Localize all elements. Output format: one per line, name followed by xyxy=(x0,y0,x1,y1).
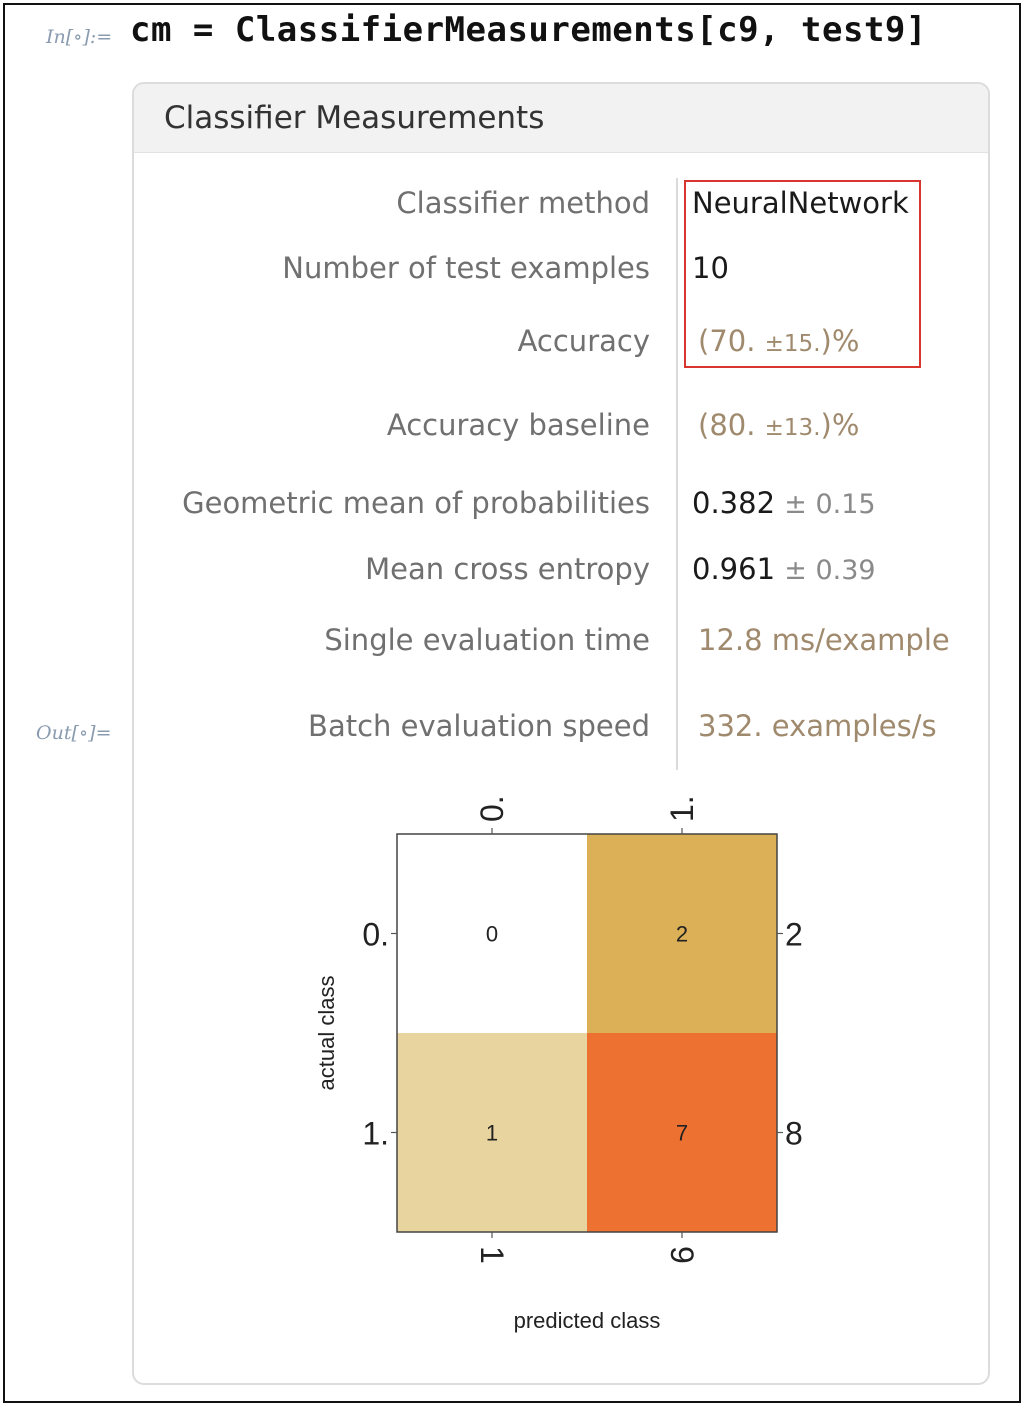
geometric-mean-uncertainty: ± 0.15 xyxy=(784,489,876,520)
row-label-accuracy-baseline: Accuracy baseline xyxy=(386,408,650,442)
row-label-single-evaluation-time: Single evaluation time xyxy=(324,623,650,657)
row-value-geometric-mean: 0.382 ± 0.15 xyxy=(692,486,876,520)
matrix-cell-value: 1 xyxy=(486,1121,498,1146)
row-value-accuracy: (70. ±15.)% xyxy=(698,324,859,358)
row-label-classifier-method: Classifier method xyxy=(396,186,650,220)
x-axis-label: predicted class xyxy=(514,1308,661,1333)
input-code[interactable]: cm = ClassifierMeasurements[c9, test9] xyxy=(130,10,927,50)
row-label-mean-cross-entropy: Mean cross entropy xyxy=(365,552,650,586)
accuracy-baseline-value: (80. xyxy=(698,408,765,442)
y-tick-label: 1. xyxy=(362,1116,389,1152)
row-total-label: 2 xyxy=(785,917,803,953)
geometric-mean-value: 0.382 xyxy=(692,486,776,520)
column-divider xyxy=(676,178,678,770)
row-value-accuracy-baseline: (80. ±13.)% xyxy=(698,408,859,442)
panel-header: Classifier Measurements xyxy=(134,84,988,153)
panel-title: Classifier Measurements xyxy=(164,100,545,136)
matrix-cell xyxy=(397,1033,587,1232)
row-value-batch-evaluation-speed: 332. examples/s xyxy=(698,709,937,743)
y-tick-label: 0. xyxy=(362,917,389,953)
column-total-label: 1 xyxy=(474,1246,510,1264)
output-cell-label: Out[∘]= xyxy=(36,722,112,744)
input-cell-label: In[∘]:= xyxy=(46,26,113,48)
column-total-label: 9 xyxy=(664,1246,700,1264)
matrix-cell xyxy=(587,834,777,1033)
y-axis-label: actual class xyxy=(314,976,339,1091)
mean-cross-entropy-uncertainty: ± 0.39 xyxy=(784,555,876,586)
accuracy-suffix: )% xyxy=(820,324,860,358)
row-label-number-of-test-examples: Number of test examples xyxy=(282,251,650,285)
row-value-classifier-method: NeuralNetwork xyxy=(692,186,909,220)
x-tick-label: 0. xyxy=(474,795,510,822)
x-tick-label: 1. xyxy=(664,795,700,822)
matrix-cell-value: 0 xyxy=(486,922,498,947)
matrix-border xyxy=(396,833,778,1233)
accuracy-uncertainty: ±15. xyxy=(764,331,821,357)
row-label-geometric-mean: Geometric mean of probabilities xyxy=(182,486,650,520)
accuracy-baseline-suffix: )% xyxy=(820,408,860,442)
classifier-measurements-panel[interactable]: Classifier Measurements xyxy=(132,82,990,1385)
matrix-cell xyxy=(397,834,587,1033)
row-value-number-of-test-examples: 10 xyxy=(692,251,729,285)
highlight-box xyxy=(684,180,921,368)
row-label-batch-evaluation-speed: Batch evaluation speed xyxy=(308,709,650,743)
row-total-label: 8 xyxy=(785,1116,803,1152)
row-value-mean-cross-entropy: 0.961 ± 0.39 xyxy=(692,552,876,586)
matrix-cell-value: 2 xyxy=(676,922,688,947)
mean-cross-entropy-value: 0.961 xyxy=(692,552,776,586)
matrix-cell-value: 7 xyxy=(676,1121,688,1146)
row-label-accuracy: Accuracy xyxy=(517,324,650,358)
matrix-cell xyxy=(587,1033,777,1232)
accuracy-value: (70. xyxy=(698,324,765,358)
image-frame xyxy=(3,3,1021,1403)
accuracy-baseline-uncertainty: ±13. xyxy=(764,415,821,441)
row-value-single-evaluation-time: 12.8 ms/example xyxy=(698,623,950,657)
